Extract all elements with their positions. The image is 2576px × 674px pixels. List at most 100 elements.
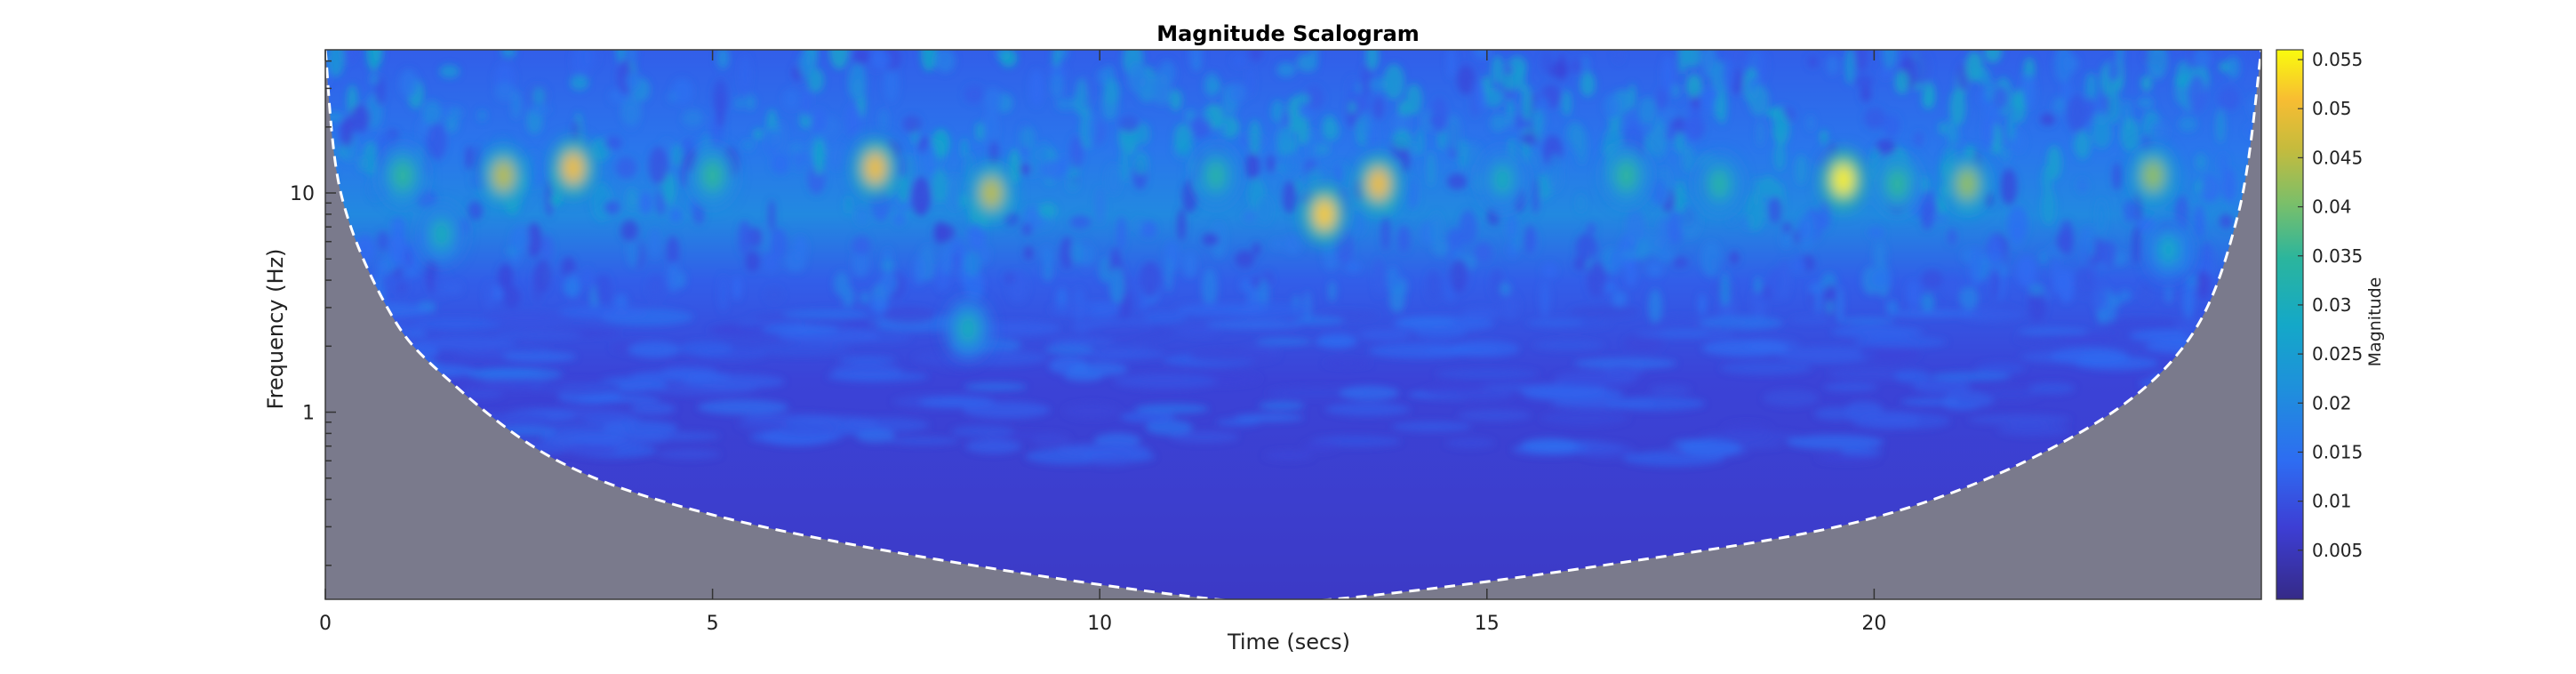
texture-blob xyxy=(1658,216,1670,252)
texture-blob xyxy=(2117,289,2132,302)
texture-blob xyxy=(2150,120,2169,142)
texture-blob xyxy=(2061,80,2072,102)
hotspot xyxy=(2142,159,2164,192)
texture-band xyxy=(1984,387,2041,401)
texture-blob xyxy=(1373,96,1384,120)
texture-blob xyxy=(1983,50,2003,63)
texture-band xyxy=(1523,387,1625,402)
colorbar-tick-label: 0.005 xyxy=(2312,540,2363,561)
texture-blob xyxy=(1388,285,1405,313)
texture-blob xyxy=(1758,175,1779,198)
texture-band xyxy=(677,341,733,357)
texture-blob xyxy=(1532,176,1540,215)
texture-blob xyxy=(444,281,463,295)
texture-band xyxy=(697,399,789,415)
hotspot xyxy=(430,218,452,251)
texture-blob xyxy=(1067,180,1079,192)
hotspot xyxy=(701,159,724,192)
texture-blob xyxy=(2052,99,2066,116)
texture-blob xyxy=(604,136,622,150)
texture-band xyxy=(484,310,570,326)
texture-blob xyxy=(1656,86,1667,113)
texture-blob xyxy=(1345,261,1362,273)
texture-blob xyxy=(1232,54,1246,68)
texture-blob xyxy=(1524,224,1536,254)
texture-blob xyxy=(1806,115,1815,132)
texture-blob xyxy=(1287,96,1300,134)
texture-blob xyxy=(1728,213,1736,226)
texture-band xyxy=(1044,344,1094,355)
texture-blob xyxy=(1109,266,1125,304)
texture-blob xyxy=(1587,261,1607,298)
texture-blob xyxy=(1672,84,1680,99)
texture-band xyxy=(1031,432,1071,448)
texture-band xyxy=(1134,404,1209,414)
texture-blob xyxy=(1282,151,1299,175)
texture-blob xyxy=(1359,110,1372,140)
texture-blob xyxy=(1140,261,1161,298)
texture-blob xyxy=(510,90,522,120)
texture-band xyxy=(1396,316,1456,327)
texture-blob xyxy=(1334,163,1343,186)
texture-blob xyxy=(920,50,937,72)
texture-band xyxy=(1113,373,1219,389)
hotspot xyxy=(2157,234,2180,267)
texture-band xyxy=(1569,306,1639,318)
texture-blob xyxy=(2052,258,2060,296)
texture-band xyxy=(1822,382,1878,391)
texture-band xyxy=(1526,318,1585,327)
texture-band xyxy=(1178,324,1220,337)
texture-blob xyxy=(1184,108,1196,123)
texture-blob xyxy=(1780,229,1792,249)
texture-band xyxy=(1096,350,1134,360)
texture-blob xyxy=(1871,269,1892,288)
texture-blob xyxy=(498,263,514,292)
texture-band xyxy=(657,449,721,460)
texture-band xyxy=(1084,325,1175,341)
texture-blob xyxy=(1794,154,1808,186)
texture-blob xyxy=(1240,277,1251,293)
texture-blob xyxy=(1657,247,1676,262)
texture-blob xyxy=(1777,261,1790,300)
texture-blob xyxy=(1700,240,1722,277)
texture-blob xyxy=(2200,174,2220,203)
texture-blob xyxy=(1541,262,1558,278)
texture-blob xyxy=(2062,54,2079,73)
texture-blob xyxy=(1541,52,1554,74)
texture-band xyxy=(1255,337,1313,346)
texture-blob xyxy=(1790,257,1806,274)
texture-band xyxy=(1391,421,1472,432)
texture-blob xyxy=(1836,285,1844,324)
texture-band xyxy=(1358,329,1412,341)
texture-blob xyxy=(650,228,660,260)
texture-blob xyxy=(1965,51,1983,82)
texture-blob xyxy=(1646,261,1663,277)
texture-blob xyxy=(1428,115,1443,126)
texture-blob xyxy=(1140,293,1148,312)
texture-blob xyxy=(1328,280,1337,302)
texture-blob xyxy=(465,145,473,171)
colorbar-axis: 0.005 0.01 0.015 0.02 0.025 0.03 0.035 0.04 0.04… xyxy=(2298,49,2363,561)
colorbar-tick-label: 0.015 xyxy=(2312,441,2363,462)
texture-blob xyxy=(1133,150,1149,175)
texture-blob xyxy=(1723,58,1736,90)
texture-band xyxy=(1776,346,1877,364)
texture-blob xyxy=(847,62,867,101)
texture-blob xyxy=(2060,220,2075,256)
texture-band xyxy=(1435,368,1540,380)
texture-band xyxy=(2028,381,2076,395)
texture-blob xyxy=(852,236,871,255)
texture-blob xyxy=(1369,121,1378,156)
texture-blob xyxy=(439,64,460,79)
texture-blob xyxy=(494,81,516,102)
texture-blob xyxy=(2120,117,2140,152)
texture-band xyxy=(964,382,1028,391)
texture-blob xyxy=(2218,86,2240,110)
texture-blob xyxy=(1808,55,1818,68)
colorbar-tick-label: 0.035 xyxy=(2312,245,2363,267)
texture-blob xyxy=(1429,213,1443,245)
texture-blob xyxy=(1120,147,1131,183)
texture-band xyxy=(1324,359,1372,367)
texture-blob xyxy=(1103,77,1121,106)
